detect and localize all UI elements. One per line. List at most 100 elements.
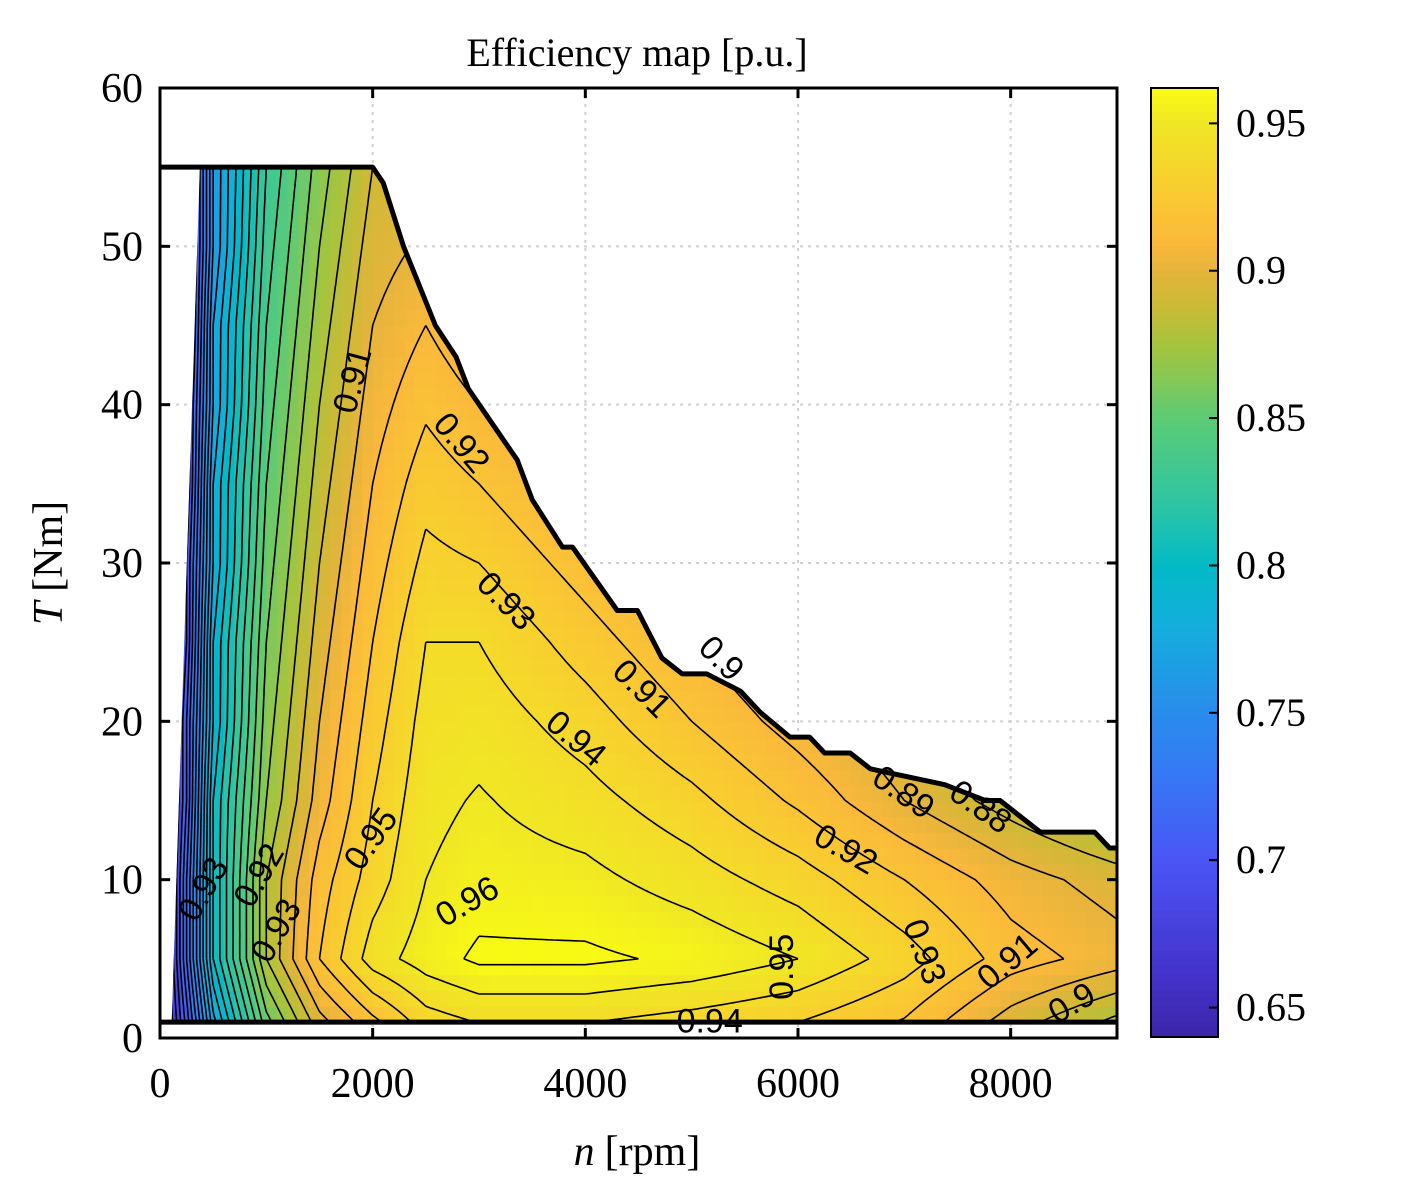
heatmap-cell	[936, 214, 948, 232]
heatmap-cell	[521, 452, 533, 469]
heatmap-cell	[447, 673, 459, 691]
heatmap-cell	[457, 1006, 469, 1023]
heatmap-cell	[532, 547, 544, 564]
heatmap-cell	[978, 848, 990, 865]
heatmap-cell	[213, 499, 225, 517]
heatmap-cell	[861, 198, 874, 216]
heatmap-cell	[1053, 943, 1065, 960]
heatmap-cell	[489, 468, 501, 485]
heatmap-cell	[436, 943, 448, 960]
heatmap-cell	[606, 721, 618, 738]
heatmap-cell	[617, 642, 629, 659]
heatmap-cell	[766, 167, 778, 168]
heatmap-cell	[542, 293, 555, 311]
heatmap-cell	[287, 895, 299, 912]
heatmap-cell	[213, 388, 225, 406]
heatmap-cell	[787, 499, 799, 517]
heatmap-cell	[500, 563, 512, 580]
heatmap-cell	[691, 816, 703, 833]
heatmap-cell	[521, 911, 533, 928]
heatmap-cell	[202, 483, 214, 501]
heatmap-cell	[1010, 689, 1022, 707]
heatmap-cell	[904, 594, 916, 612]
heatmap-cell	[457, 531, 469, 548]
heatmap-cell	[287, 594, 299, 612]
heatmap-cell	[638, 563, 650, 580]
heatmap-cell	[617, 167, 629, 184]
heatmap-cell	[574, 816, 586, 833]
heatmap-cell	[500, 642, 512, 659]
heatmap-cell	[585, 309, 597, 327]
heatmap-cell	[904, 325, 916, 342]
heatmap-cell	[712, 452, 725, 469]
heatmap-cell	[362, 468, 374, 485]
heatmap-cell	[659, 388, 671, 406]
heatmap-cell	[425, 420, 438, 437]
heatmap-cell	[978, 388, 990, 406]
heatmap-cell	[808, 230, 820, 247]
heatmap-cell	[234, 990, 246, 1007]
heatmap-cell	[362, 816, 374, 833]
heatmap-cell	[171, 404, 182, 422]
heatmap-cell	[861, 531, 874, 548]
heatmap-cell	[957, 515, 969, 532]
heatmap-cell	[829, 895, 842, 912]
heatmap-cell	[340, 990, 352, 1007]
heatmap-cell	[627, 309, 640, 327]
heatmap-cell	[415, 246, 427, 263]
heatmap-cell	[595, 990, 608, 1007]
heatmap-cell	[712, 246, 725, 263]
heatmap-cell	[330, 499, 342, 517]
heatmap-cell	[670, 167, 682, 168]
heatmap-cell	[776, 863, 788, 881]
heatmap-cell	[489, 610, 501, 627]
heatmap-cell	[521, 183, 533, 200]
heatmap-cell	[223, 293, 236, 311]
heatmap-cell	[383, 483, 395, 501]
heatmap-cell	[829, 563, 842, 580]
heatmap-cell	[755, 262, 767, 279]
heatmap-cell	[319, 895, 331, 912]
heatmap-cell	[989, 309, 1001, 327]
heatmap-cell	[191, 563, 204, 580]
heatmap-cell	[702, 958, 714, 976]
heatmap-cell	[978, 737, 990, 754]
heatmap-cell	[681, 198, 693, 216]
heatmap-cell	[425, 784, 438, 802]
heatmap-cell	[521, 499, 533, 517]
heatmap-cell	[702, 816, 714, 833]
heatmap-cell	[681, 452, 693, 469]
heatmap-cell	[872, 863, 884, 881]
heatmap-cell	[436, 974, 448, 992]
heatmap-cell	[914, 879, 927, 897]
heatmap-cell	[968, 895, 980, 912]
heatmap-cell	[659, 167, 671, 168]
heatmap-cell	[744, 594, 757, 612]
heatmap-cell	[893, 309, 905, 327]
heatmap-cell	[978, 863, 990, 881]
heatmap-cell	[670, 357, 682, 374]
heatmap-cell	[712, 563, 725, 580]
heatmap-cell	[574, 183, 586, 200]
heatmap-cell	[468, 1006, 480, 1023]
heatmap-cell	[914, 388, 927, 406]
heatmap-cell	[723, 341, 735, 358]
heatmap-cell	[468, 927, 480, 944]
heatmap-cell	[861, 404, 874, 422]
heatmap-cell	[829, 452, 842, 469]
heatmap-cell	[649, 167, 661, 168]
heatmap-cell	[245, 452, 257, 469]
heatmap-cell	[1074, 594, 1086, 612]
heatmap-cell	[351, 183, 363, 200]
heatmap-cell	[925, 452, 937, 469]
heatmap-cell	[691, 198, 703, 216]
heatmap-cell	[298, 800, 310, 817]
heatmap-cell	[606, 341, 618, 358]
heatmap-cell	[234, 341, 246, 358]
heatmap-cell	[351, 357, 363, 374]
heatmap-cell	[766, 594, 778, 612]
heatmap-cell	[202, 262, 214, 279]
heatmap-cell	[585, 800, 597, 817]
heatmap-cell	[542, 499, 555, 517]
heatmap-cell	[957, 325, 969, 342]
